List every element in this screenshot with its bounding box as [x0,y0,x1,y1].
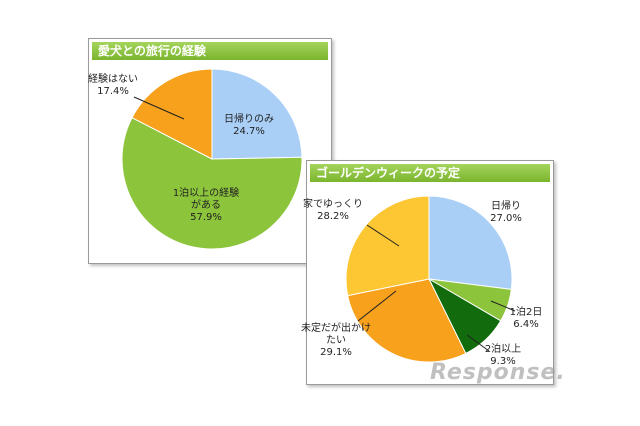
slice-value: 28.2% [317,211,349,222]
leader-line [490,300,516,312]
chart-title: 愛犬との旅行の経験 [92,42,328,60]
slice-category: 日帰りのみ [224,114,274,125]
slice-category: 1泊2日 [509,307,543,318]
leader-line [466,334,490,352]
slice-value: 6.4% [513,319,539,330]
slice-category: 1泊以上の経験がある [172,188,240,211]
slice-category: 日帰り [491,201,521,212]
slice-label: 日帰りのみ 24.7% [214,114,284,138]
slice-label: 経験はない 17.4% [78,74,148,98]
leader-line [366,224,400,247]
pie-slice [121,116,303,250]
slice-label: 家でゆっくり 28.2% [298,199,368,223]
pie-slice [347,278,467,363]
slice-label: 2泊以上 9.3% [468,344,538,368]
slice-value: 24.7% [233,126,265,137]
watermark: Response. [430,360,566,385]
slice-label: 1泊2日 6.4% [491,307,561,331]
leader-line [357,290,397,322]
slice-value: 57.9% [190,212,222,223]
pie-slice [345,195,430,297]
slice-label: 未定だが出かけたい 29.1% [301,323,371,359]
pie-slice [211,68,303,160]
chart-panel: ゴールデンウィークの予定 日帰り 27.0% 1泊2日 6.4% 2泊以上 9.3% 未定だ… [301,160,554,385]
slice-category: 未定だが出かけたい [301,323,371,346]
slice-value: 27.0% [490,213,522,224]
slice-label: 1泊以上の経験がある 57.9% [171,188,241,224]
pie-slice [428,195,513,290]
slice-category: 家でゆっくり [303,199,363,210]
pie-chart [121,68,303,250]
slice-value: 9.3% [490,356,516,367]
pie-chart [345,195,516,363]
slice-value: 29.1% [320,347,352,358]
slice-label: 日帰り 27.0% [471,201,541,225]
chart-panel: 愛犬との旅行の経験 日帰りのみ 24.7% 1泊以上の経験がある 57.9% 経験はない… [88,38,332,264]
slice-category: 経験はない [88,74,138,85]
slice-value: 17.4% [97,86,129,97]
leader-line [133,96,185,120]
slice-category: 2泊以上 [484,344,522,355]
chart-title: ゴールデンウィークの予定 [310,164,550,182]
